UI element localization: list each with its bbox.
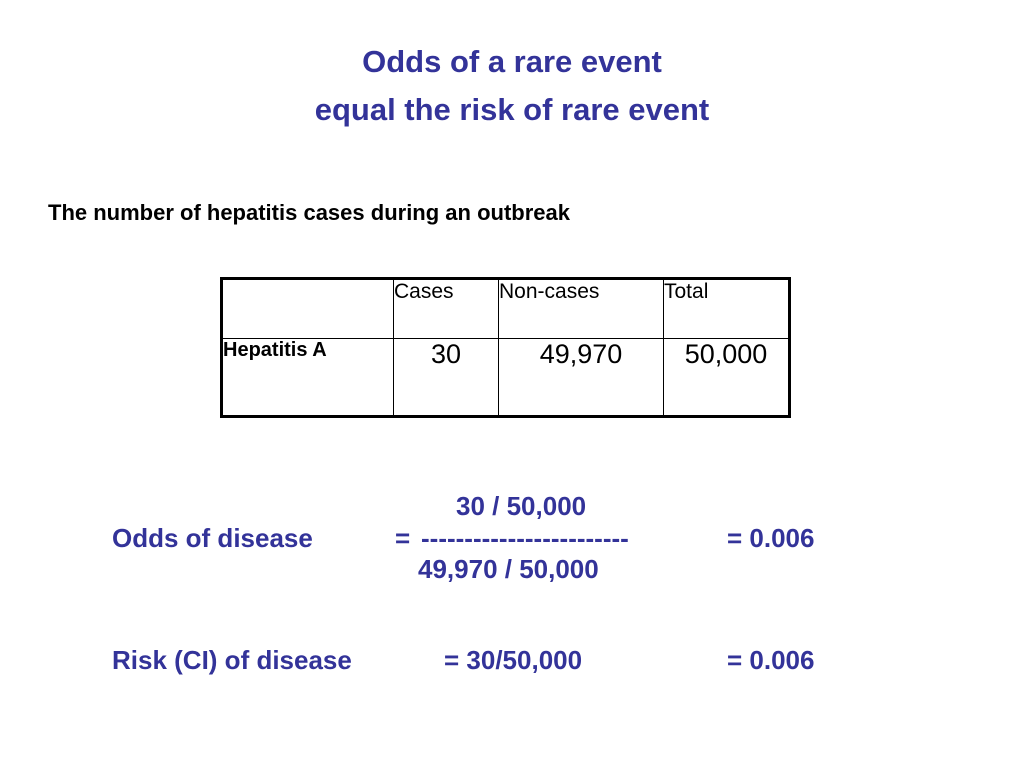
table-header-row: Cases Non-cases Total bbox=[221, 278, 790, 339]
odds-fraction-line: ------------------------ bbox=[421, 523, 629, 553]
slide-title-line-1: Odds of a rare event bbox=[362, 44, 662, 79]
header-empty-cell bbox=[221, 278, 394, 339]
cell-cases: 30 bbox=[393, 338, 499, 417]
risk-formula: = 30/50,000 bbox=[444, 645, 583, 675]
risk-label: Risk (CI) of disease bbox=[112, 645, 352, 675]
header-total: Total bbox=[663, 278, 790, 339]
risk-result: = 0.006 bbox=[727, 645, 815, 675]
odds-denominator: 49,970 / 50,000 bbox=[418, 554, 599, 584]
cell-non-cases: 49,970 bbox=[498, 338, 664, 417]
hepatitis-table: Cases Non-cases Total Hepatitis A 30 49,… bbox=[220, 277, 791, 418]
slide-title-line-2: equal the risk of rare event bbox=[314, 92, 710, 127]
row-label-hepatitis-a: Hepatitis A bbox=[221, 338, 394, 417]
table-row: Hepatitis A 30 49,970 50,000 bbox=[221, 338, 790, 417]
table-caption: The number of hepatitis cases during an … bbox=[48, 200, 570, 225]
odds-label: Odds of disease bbox=[112, 523, 313, 553]
odds-result: = 0.006 bbox=[727, 523, 815, 553]
cell-total: 50,000 bbox=[663, 338, 790, 417]
header-non-cases: Non-cases bbox=[498, 278, 664, 339]
odds-equals-sign: = bbox=[395, 523, 411, 553]
header-cases: Cases bbox=[393, 278, 499, 339]
odds-numerator: 30 / 50,000 bbox=[456, 491, 587, 521]
